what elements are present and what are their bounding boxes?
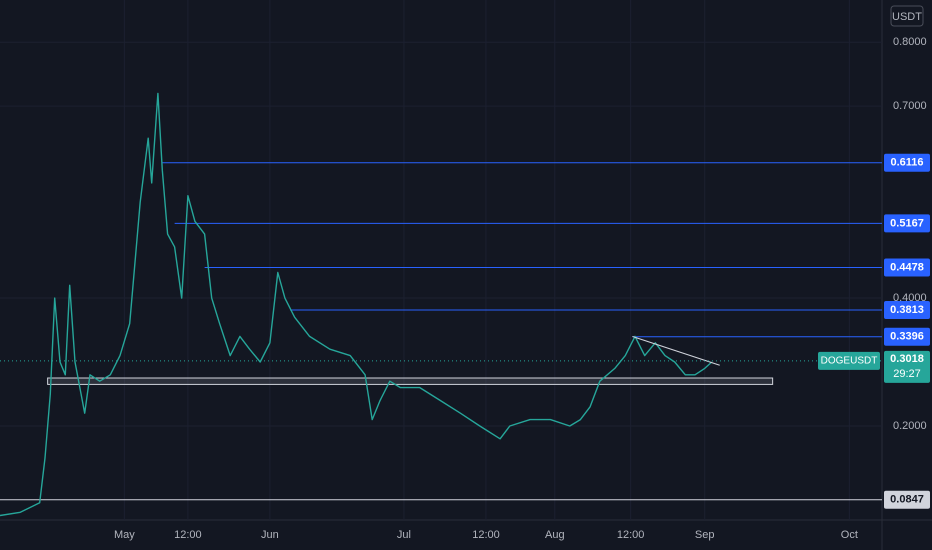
price-line [0, 92, 713, 517]
price-tag [884, 350, 930, 383]
symbol-label: DOGEUSDT [821, 356, 878, 367]
x-tick-label: 12:00 [174, 529, 202, 541]
y-tick-label: 0.2000 [893, 420, 927, 432]
current-price-label: 0.3018 [890, 353, 924, 365]
level-label: 0.5167 [890, 217, 924, 229]
x-tick-label: Oct [841, 529, 858, 541]
level-tag [884, 327, 930, 346]
support-zone [47, 377, 774, 385]
level-label: 0.3813 [890, 304, 924, 316]
y-tick-label: 0.7000 [893, 100, 927, 112]
x-tick-label: 12:00 [472, 529, 500, 541]
x-tick-label: Sep [695, 529, 715, 541]
level-label: 0.4478 [890, 261, 924, 273]
x-tick-label: 12:00 [617, 529, 645, 541]
x-tick-label: Jul [397, 529, 411, 541]
level-tag [884, 301, 930, 320]
unit-box[interactable] [890, 5, 924, 27]
x-tick-label: Jun [261, 529, 279, 541]
x-tick-label: Aug [545, 529, 565, 541]
level-label: 0.3396 [890, 331, 924, 343]
level-tag [884, 153, 930, 172]
countdown-label: 29:27 [893, 368, 921, 380]
level-label: 0.6116 [890, 157, 923, 169]
trend-line [632, 335, 720, 366]
x-tick-label: May [114, 529, 135, 541]
level-tag [884, 258, 930, 277]
y-tick-label: 0.8000 [893, 36, 927, 48]
level-tag [884, 214, 930, 233]
symbol-tag [818, 351, 880, 370]
level-label: 0.0847 [890, 494, 924, 506]
y-tick-label: 0.4000 [893, 292, 927, 304]
level-tag [884, 490, 930, 509]
unit-label: USDT [892, 11, 922, 23]
